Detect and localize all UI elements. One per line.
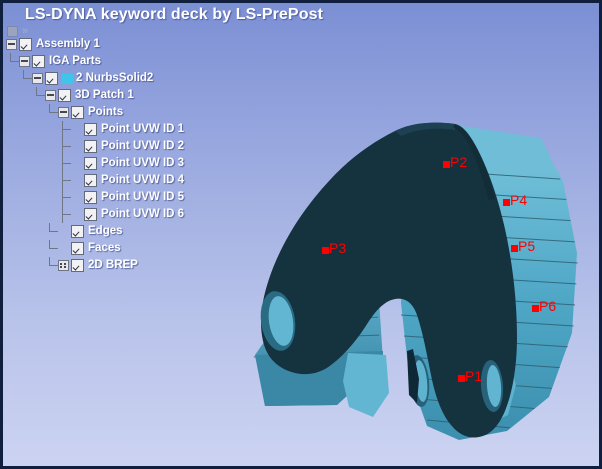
point-marker-label: P2 xyxy=(450,154,468,170)
tree-item-point-uvw-id-5[interactable]: Point UVW ID 5 xyxy=(3,189,233,206)
point-marker-label: P5 xyxy=(518,238,536,254)
tree-item-checkbox[interactable] xyxy=(71,242,84,255)
point-marker-label: P6 xyxy=(539,298,557,314)
tree-item-2d-brep[interactable]: 2D BREP xyxy=(3,257,233,274)
tree-item-checkbox[interactable] xyxy=(84,208,97,221)
tree-item-edges[interactable]: Edges xyxy=(3,223,233,240)
point-marker-square xyxy=(503,199,510,206)
tree-indent xyxy=(3,104,58,121)
tree-collapse-icon[interactable] xyxy=(6,39,17,50)
tree-item-label: Faces xyxy=(88,242,121,254)
tree-indent xyxy=(3,87,45,104)
tree-item-label: Point UVW ID 6 xyxy=(101,208,185,220)
tree-item-point-uvw-id-3[interactable]: Point UVW ID 3 xyxy=(3,155,233,172)
tree-item-checkbox[interactable] xyxy=(71,225,84,238)
tree-item-label: Point UVW ID 2 xyxy=(101,140,185,152)
part-color-swatch[interactable] xyxy=(62,73,73,84)
window-title: LS-DYNA keyword deck by LS-PrePost xyxy=(25,6,323,23)
tree-collapse-icon[interactable] xyxy=(58,107,69,118)
3d-viewport[interactable]: P1 P2 P3 P4 P5 P6 xyxy=(3,3,599,466)
tree-indent xyxy=(3,189,71,206)
tree-item-checkbox[interactable] xyxy=(32,55,45,68)
tree-item-point-uvw-id-1[interactable]: Point UVW ID 1 xyxy=(3,121,233,138)
tree-indent xyxy=(3,155,71,172)
tree-item-checkbox[interactable] xyxy=(19,38,32,51)
tree-indent xyxy=(3,172,71,189)
tree-item-points[interactable]: Points xyxy=(3,104,233,121)
tree-expander-dots-icon[interactable] xyxy=(58,260,69,271)
tree-item-label: 2D BREP xyxy=(88,259,138,271)
tree-item-point-uvw-id-4[interactable]: Point UVW ID 4 xyxy=(3,172,233,189)
point-marker-p3[interactable]: P3 xyxy=(322,241,346,255)
model-tree[interactable]: Assembly 1 IGA Parts 2 NurbsSolid2 3D Patch… xyxy=(3,36,233,274)
double-chevron-right-icon[interactable]: » xyxy=(22,25,29,37)
tree-item-checkbox[interactable] xyxy=(45,72,58,85)
tree-indent xyxy=(3,223,58,240)
tree-item-point-uvw-id-2[interactable]: Point UVW ID 2 xyxy=(3,138,233,155)
point-marker-square xyxy=(532,305,539,312)
point-marker-square xyxy=(322,247,329,254)
tree-item-point-uvw-id-6[interactable]: Point UVW ID 6 xyxy=(3,206,233,223)
tree-item-label: Point UVW ID 5 xyxy=(101,191,185,203)
nurbs-solid-model xyxy=(253,122,578,440)
tree-collapse-icon[interactable] xyxy=(45,90,56,101)
point-marker-label: P4 xyxy=(510,192,528,208)
tree-item-label: Point UVW ID 3 xyxy=(101,157,185,169)
tree-indent xyxy=(3,138,71,155)
point-marker-p6[interactable]: P6 xyxy=(532,299,556,313)
tree-item-iga-parts[interactable]: IGA Parts xyxy=(3,53,233,70)
tree-item-checkbox[interactable] xyxy=(84,123,97,136)
mini-toolbar: » xyxy=(7,26,28,37)
point-marker-p2[interactable]: P2 xyxy=(443,155,467,169)
point-marker-square xyxy=(443,161,450,168)
point-marker-square xyxy=(511,245,518,252)
tree-item-label: IGA Parts xyxy=(49,55,101,67)
tree-item-label: 2 NurbsSolid2 xyxy=(76,72,154,84)
point-marker-square xyxy=(458,375,465,382)
tree-item-label: Point UVW ID 4 xyxy=(101,174,185,186)
tree-item-label: Edges xyxy=(88,225,123,237)
point-marker-p1[interactable]: P1 xyxy=(458,369,482,383)
tree-item-checkbox[interactable] xyxy=(71,106,84,119)
tree-collapse-icon[interactable] xyxy=(19,56,30,67)
tree-item-faces[interactable]: Faces xyxy=(3,240,233,257)
tree-item-3d-patch-1[interactable]: 3D Patch 1 xyxy=(3,87,233,104)
tree-item-2-nurbssolid2[interactable]: 2 NurbsSolid2 xyxy=(3,70,233,87)
tree-indent xyxy=(3,121,71,138)
tree-indent xyxy=(3,257,58,274)
point-marker-p5[interactable]: P5 xyxy=(511,239,535,253)
point-marker-label: P3 xyxy=(329,240,347,256)
tree-item-checkbox[interactable] xyxy=(84,140,97,153)
tree-indent xyxy=(3,240,58,257)
tree-item-checkbox[interactable] xyxy=(58,89,71,102)
tree-indent xyxy=(3,206,71,223)
tree-item-checkbox[interactable] xyxy=(84,157,97,170)
tree-item-label: Assembly 1 xyxy=(36,38,100,50)
panel-square-icon[interactable] xyxy=(7,26,18,37)
point-marker-label: P1 xyxy=(465,368,483,384)
tree-indent xyxy=(3,70,32,87)
tree-item-checkbox[interactable] xyxy=(84,174,97,187)
tree-item-assembly-1[interactable]: Assembly 1 xyxy=(3,36,233,53)
tree-item-label: Point UVW ID 1 xyxy=(101,123,185,135)
tree-collapse-icon[interactable] xyxy=(32,73,43,84)
tree-item-checkbox[interactable] xyxy=(71,259,84,272)
tree-item-checkbox[interactable] xyxy=(84,191,97,204)
tree-indent xyxy=(3,53,19,70)
tree-item-label: Points xyxy=(88,106,124,118)
tree-item-label: 3D Patch 1 xyxy=(75,89,134,101)
point-marker-p4[interactable]: P4 xyxy=(503,193,527,207)
